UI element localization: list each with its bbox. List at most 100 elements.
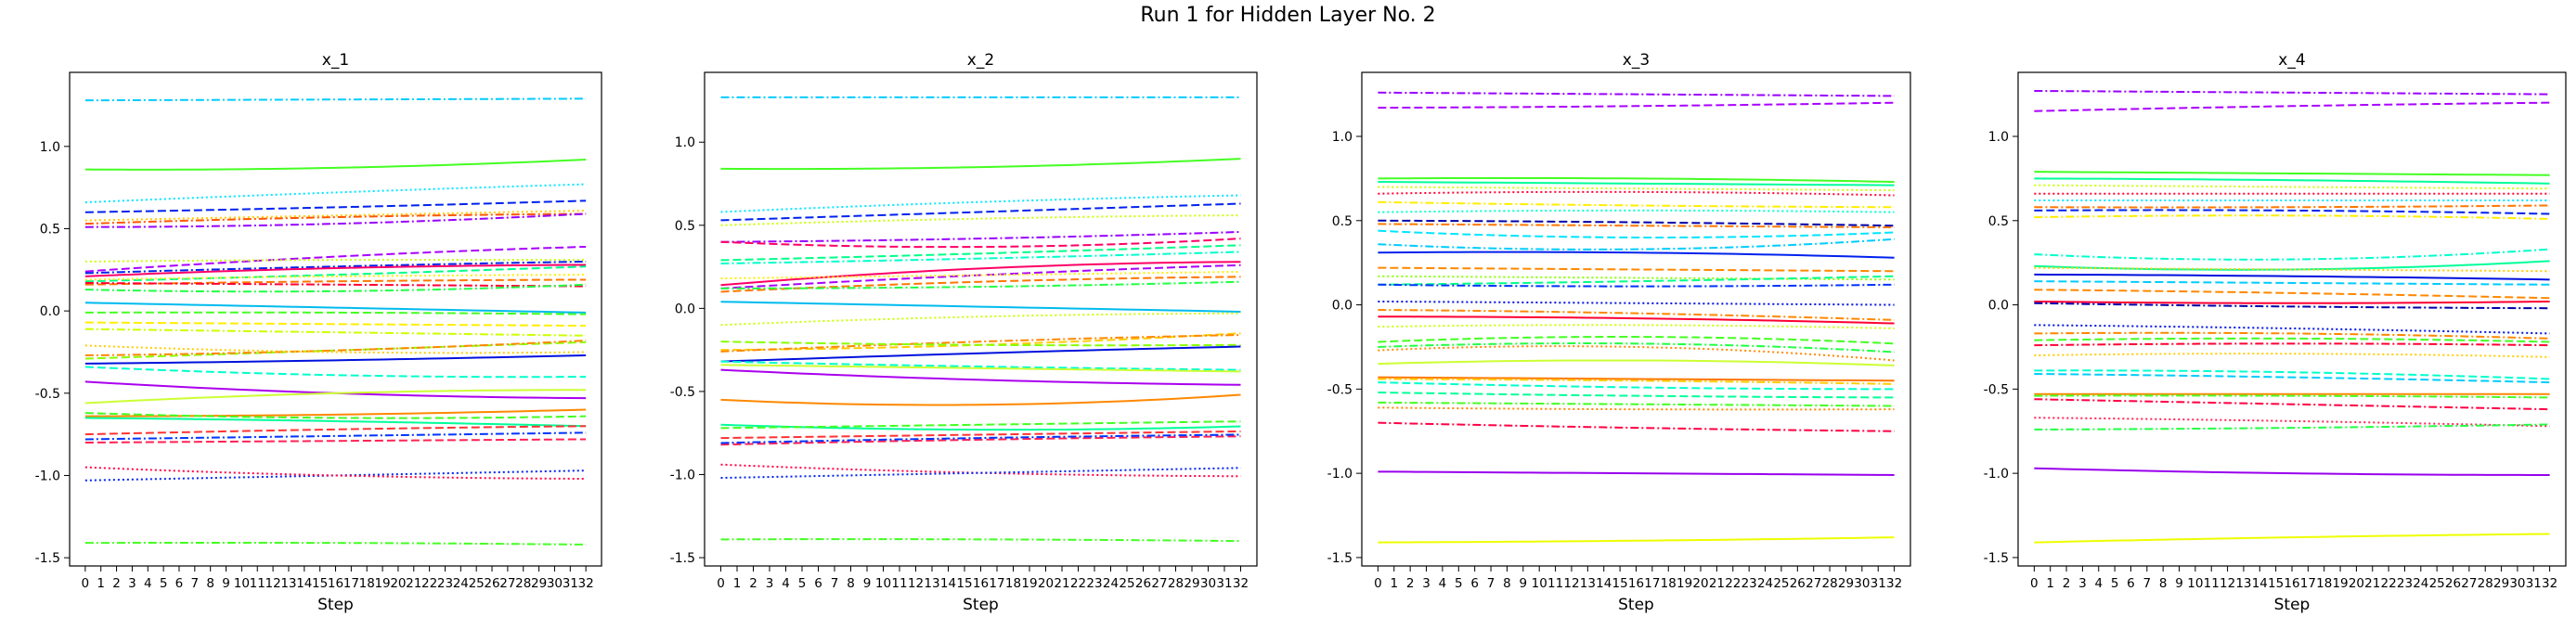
- series-line-29: [1378, 391, 1895, 399]
- x-tick-label: 27: [499, 576, 515, 591]
- series-line-1: [2034, 89, 2550, 96]
- series-line-9: [2034, 209, 2550, 215]
- x-tick-label: 19: [1021, 576, 1037, 591]
- series-line-6: [1378, 190, 1895, 197]
- series-line-32: [720, 538, 1241, 543]
- series-line-31: [2034, 467, 2550, 476]
- x-tick-label: 15: [2268, 576, 2284, 591]
- x-tick-label: 5: [160, 576, 168, 591]
- series-line-5: [720, 214, 1241, 226]
- series-line-9: [1378, 219, 1895, 227]
- x-tick-label: 32: [1886, 576, 1902, 591]
- x-tick-label: 12: [2220, 576, 2235, 591]
- series-line-11: [1378, 229, 1895, 238]
- y-tick-label: -1.0: [1984, 467, 2009, 482]
- x-tick-label: 9: [2175, 576, 2183, 591]
- series-line-26: [720, 420, 1241, 430]
- x-tick-label: 24: [2413, 576, 2428, 591]
- chart-title: x_2: [967, 51, 994, 70]
- x-tick-label: 6: [1470, 576, 1479, 591]
- x-tick-label: 10: [875, 576, 891, 591]
- x-tick-label: 8: [1503, 576, 1511, 591]
- series-line-12: [1378, 238, 1895, 251]
- series-line-18: [2034, 302, 2550, 310]
- x-tick-label: 6: [2127, 576, 2135, 591]
- series-line-22: [2034, 342, 2550, 347]
- x-tick-label: 11: [2204, 576, 2220, 591]
- y-tick-label: -0.5: [1984, 382, 2009, 397]
- y-tick-label: -1.5: [35, 551, 60, 566]
- series-line-4: [84, 199, 587, 213]
- x-tick-label: 5: [798, 576, 807, 591]
- series-line-9: [84, 258, 587, 263]
- series-line-20: [720, 345, 1241, 363]
- series-line-10: [2034, 214, 2550, 220]
- y-tick-label: 0.5: [1988, 214, 2009, 229]
- x-tick-label: 2: [749, 576, 757, 591]
- series-line-18: [720, 334, 1241, 353]
- series-line-29: [720, 433, 1241, 444]
- x-tick-label: 29: [1838, 576, 1854, 591]
- series-line-2: [720, 158, 1241, 171]
- x-tick-label: 32: [1233, 576, 1249, 591]
- series-line-9: [720, 251, 1241, 264]
- series-line-32: [1378, 421, 1895, 432]
- series-line-21: [1378, 324, 1895, 329]
- series-line-8: [84, 245, 587, 273]
- x-tick-label: 6: [814, 576, 822, 591]
- x-tick-label: 16: [1628, 576, 1644, 591]
- x-axis-label: Step: [2274, 596, 2311, 614]
- x-tick-label: 8: [206, 576, 214, 591]
- series-line-30: [84, 417, 587, 428]
- x-tick-label: 28: [1168, 576, 1184, 591]
- x-tick-label: 28: [1821, 576, 1837, 591]
- x-tick-label: 14: [940, 576, 956, 591]
- x-tick-label: 8: [847, 576, 855, 591]
- series-line-27: [1378, 378, 1895, 385]
- series-line-5: [2034, 184, 2550, 190]
- x-tick-label: 31: [1871, 576, 1886, 591]
- series-line-4: [720, 202, 1241, 222]
- series-line-19: [1378, 309, 1895, 321]
- series-line-12: [720, 270, 1241, 280]
- x-tick-label: 27: [1151, 576, 1167, 591]
- x-tick-label: 23: [437, 576, 453, 591]
- x-tick-label: 17: [989, 576, 1004, 591]
- series-line-27: [84, 389, 587, 405]
- x-tick-label: 17: [1644, 576, 1660, 591]
- series-group: [720, 96, 1241, 543]
- series-line-15: [84, 281, 587, 288]
- x-tick-label: 24: [453, 576, 469, 591]
- y-tick-label: 1.0: [675, 135, 695, 150]
- series-line-2: [1378, 101, 1895, 109]
- y-tick-label: 1.0: [40, 140, 60, 155]
- x-tick-label: 27: [2461, 576, 2477, 591]
- x-tick-label: 15: [312, 576, 328, 591]
- x-tick-label: 16: [973, 576, 989, 591]
- series-line-30: [2034, 423, 2550, 431]
- series-line-19: [2034, 324, 2550, 335]
- y-tick-label: -0.5: [670, 385, 695, 400]
- x-tick-label: 23: [1741, 576, 1757, 591]
- figure-title: Run 1 for Hidden Layer No. 2: [1140, 4, 1436, 27]
- x-tick-label: 12: [1563, 576, 1579, 591]
- y-tick-label: 1.0: [1332, 130, 1353, 145]
- series-line-3: [1378, 176, 1895, 184]
- series-line-15: [720, 301, 1241, 313]
- series-line-19: [720, 341, 1241, 347]
- series-line-23: [84, 344, 587, 354]
- series-line-31: [720, 467, 1241, 480]
- series-line-22: [1378, 336, 1895, 345]
- series-line-1: [84, 97, 587, 102]
- series-line-10: [1378, 223, 1895, 229]
- series-line-14: [1378, 266, 1895, 273]
- series-line-5: [1378, 186, 1895, 192]
- chart-title: x_3: [1623, 51, 1650, 70]
- chart-panel-4: -1.5-1.0-0.50.00.51.00 1 2 3 4 5 6 7 8 9 10 11 12 13 1…: [1984, 51, 2567, 614]
- x-tick-label: 32: [578, 576, 594, 591]
- x-tick-label: 20: [390, 576, 406, 591]
- x-tick-label: 26: [2445, 576, 2461, 591]
- y-tick-label: 0.5: [40, 222, 60, 237]
- x-tick-label: 16: [2284, 576, 2299, 591]
